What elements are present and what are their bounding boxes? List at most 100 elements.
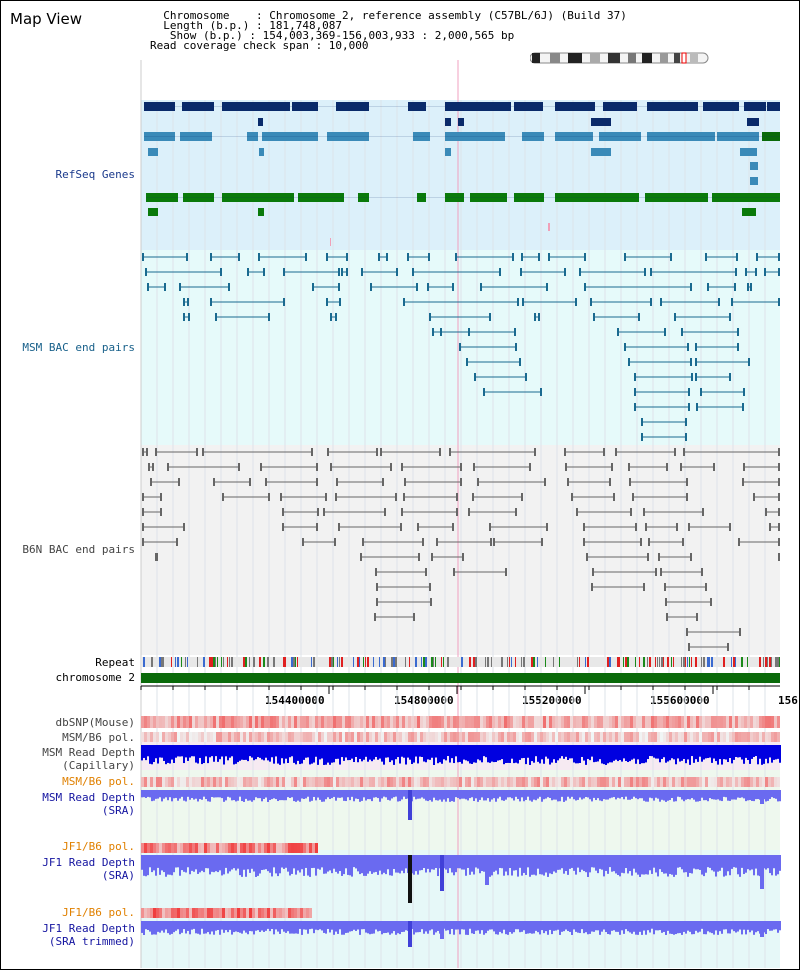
bac-end-right	[750, 283, 752, 291]
repeat-element	[461, 657, 463, 667]
heat-cell	[435, 732, 438, 742]
depth-bar	[677, 745, 679, 759]
heat-cell	[426, 732, 429, 742]
track-label-dbsnp[interactable]: dbSNP(Mouse)	[55, 716, 135, 729]
depth-bar	[451, 921, 453, 929]
depth-bar	[741, 921, 743, 935]
track-label-repeat[interactable]: Repeat	[95, 656, 135, 669]
depth-bar	[315, 745, 317, 757]
heat-cell	[642, 777, 645, 787]
heat-cell	[234, 843, 237, 853]
depth-bar	[331, 855, 333, 874]
bac-end-left	[282, 508, 284, 516]
bac-end-right	[544, 478, 546, 486]
depth-bar	[723, 921, 725, 930]
bac-end-left	[431, 553, 433, 561]
depth-bar	[499, 745, 501, 761]
depth-bar	[305, 855, 307, 868]
heat-cell	[360, 732, 363, 742]
depth-bar	[559, 745, 561, 759]
depth-bar	[473, 855, 475, 875]
gene-block	[703, 102, 739, 111]
depth-bar	[383, 745, 385, 765]
depth-bar	[423, 921, 425, 934]
bac-end-right	[701, 568, 703, 576]
depth-bar	[247, 855, 249, 870]
gene-block	[148, 208, 158, 216]
depth-bar	[465, 790, 467, 800]
depth-bar	[241, 790, 243, 802]
depth-bar	[319, 790, 321, 800]
track-label-msm-bac[interactable]: MSM BAC end pairs	[22, 341, 135, 354]
depth-bar	[153, 790, 155, 801]
depth-bar	[265, 790, 267, 798]
depth-bar	[427, 790, 429, 802]
heat-cell	[366, 716, 369, 728]
depth-bar	[689, 921, 691, 932]
depth-bar	[385, 921, 387, 933]
depth-bar	[459, 855, 461, 869]
track-label-msm-depth-sra[interactable]: MSM Read Depth	[42, 791, 135, 804]
track-label-msm-b6-pol-1[interactable]: MSM/B6 pol.	[62, 731, 135, 744]
heat-cell	[606, 777, 609, 787]
depth-bar	[309, 790, 311, 802]
depth-bar	[695, 921, 697, 931]
track-label-jf1-b6-pol-2[interactable]: JF1/B6 pol.	[62, 906, 135, 919]
repeat-element	[695, 657, 697, 667]
depth-bar	[375, 790, 377, 798]
track-label-msm-b6-pol-2[interactable]: MSM/B6 pol.	[62, 775, 135, 788]
track-label-msm-depth-cap[interactable]: MSM Read Depth	[42, 746, 135, 759]
bac-end-left	[247, 268, 249, 276]
track-label-jf1-depth-trim[interactable]: JF1 Read Depth	[42, 922, 135, 935]
heat-cell	[327, 716, 330, 728]
heat-cell	[453, 716, 456, 728]
bac-end-left	[686, 628, 688, 636]
bac-end-right	[538, 253, 540, 261]
depth-bar	[169, 855, 171, 875]
heat-cell	[288, 843, 291, 853]
heat-cell	[654, 732, 657, 742]
heat-cell	[351, 732, 354, 742]
depth-bar	[145, 921, 147, 930]
track-label-jf1-b6-pol-1[interactable]: JF1/B6 pol.	[62, 840, 135, 853]
depth-bar	[445, 745, 447, 761]
track-label-jf1-depth[interactable]: JF1 Read Depth	[42, 856, 135, 869]
bac-end-left	[548, 253, 550, 261]
depth-bar	[699, 855, 701, 870]
depth-bar	[211, 921, 213, 932]
depth-bar	[277, 745, 279, 764]
heat-cell	[405, 732, 408, 742]
heat-cell	[267, 908, 270, 918]
depth-bar	[491, 790, 493, 800]
heat-cell	[603, 732, 606, 742]
heat-cell	[675, 716, 678, 728]
depth-bar	[291, 745, 293, 757]
heat-cell	[222, 908, 225, 918]
depth-bar	[225, 921, 227, 931]
depth-bar	[597, 790, 599, 799]
depth-bar	[585, 790, 587, 797]
bac-end-left	[167, 463, 169, 471]
bac-end-left	[590, 298, 592, 306]
repeat-element	[769, 657, 771, 667]
heat-cell	[552, 777, 555, 787]
depth-bar	[235, 790, 237, 802]
track-label-b6n-bac[interactable]: B6N BAC end pairs	[22, 543, 135, 556]
heat-cell	[417, 716, 420, 728]
depth-bar	[373, 921, 375, 934]
heat-cell	[402, 777, 405, 787]
chromosome-ideogram[interactable]	[530, 52, 710, 64]
bac-end-right	[316, 523, 318, 531]
bac-end-right	[338, 283, 340, 291]
depth-bar	[743, 790, 745, 799]
depth-bar	[421, 745, 423, 758]
depth-bar	[437, 745, 439, 764]
bac-end-right	[647, 553, 649, 561]
depth-bar	[667, 855, 669, 877]
depth-bar	[647, 855, 649, 875]
depth-bar	[231, 790, 233, 801]
track-label-refseq[interactable]: RefSeq Genes	[55, 168, 135, 181]
heat-cell	[195, 843, 198, 853]
depth-bar	[591, 921, 593, 932]
